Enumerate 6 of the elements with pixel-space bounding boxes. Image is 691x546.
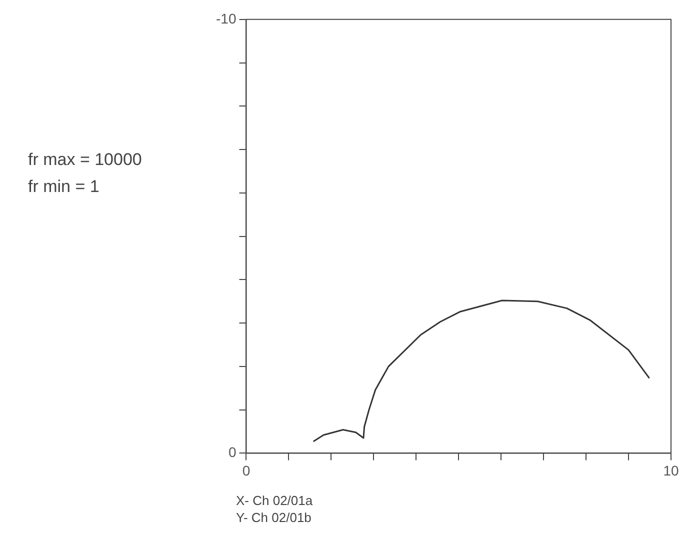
text: Y- Ch 02/01b — [236, 509, 312, 526]
y-tick-label: -10 — [216, 10, 236, 26]
text: fr max = 10000 — [28, 149, 142, 171]
text: X- Ch 02/01a — [236, 492, 313, 509]
text: fr min = 1 — [28, 176, 100, 198]
x-tick-label: 10 — [663, 462, 679, 478]
